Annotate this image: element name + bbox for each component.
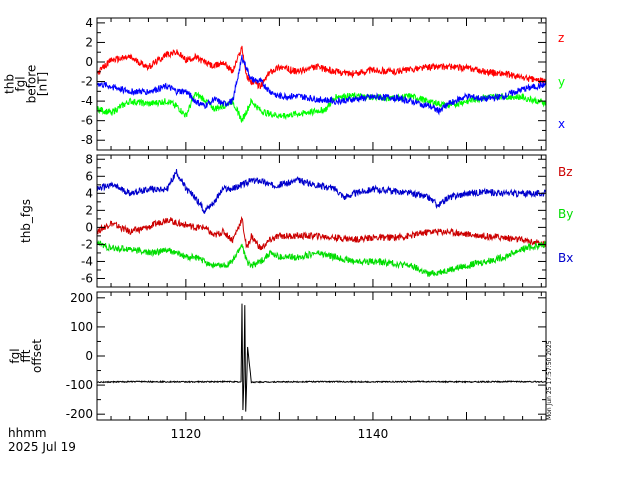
panel-frame bbox=[96, 291, 547, 421]
y-tick-label: 2 bbox=[85, 35, 93, 49]
y-tick-label: -4 bbox=[81, 94, 93, 108]
y-tick-label: 0 bbox=[85, 55, 93, 69]
panel-frame bbox=[96, 154, 547, 288]
y-tick-label: 2 bbox=[85, 203, 93, 217]
y-axis-label: thb_fgs bbox=[19, 199, 33, 243]
y-axis-label: offset bbox=[30, 339, 44, 373]
y-tick-label: -8 bbox=[81, 133, 93, 147]
y-tick-label: -2 bbox=[81, 75, 93, 89]
y-tick-label: -4 bbox=[81, 254, 93, 268]
y-axis-label: fgl bbox=[14, 76, 28, 91]
y-axis-label: fgl bbox=[8, 348, 22, 363]
y-tick-label: 6 bbox=[85, 169, 93, 183]
legend-label-bz: Bz bbox=[558, 165, 573, 179]
panel-frame bbox=[96, 17, 547, 151]
y-axis-label: fft bbox=[19, 349, 33, 362]
y-tick-label: -200 bbox=[66, 407, 93, 421]
series-line-by bbox=[97, 239, 546, 278]
legend-label-x: x bbox=[558, 117, 565, 131]
y-tick-label: 200 bbox=[70, 291, 93, 305]
time-label: hhmm bbox=[8, 426, 47, 440]
series-line-bx bbox=[97, 168, 546, 214]
series-line-bz bbox=[97, 215, 546, 251]
series-line-offset bbox=[97, 303, 546, 412]
y-tick-label: 4 bbox=[85, 16, 93, 30]
date-label: 2025 Jul 19 bbox=[8, 440, 76, 454]
y-tick-label: 100 bbox=[70, 320, 93, 334]
y-tick-label: -6 bbox=[81, 114, 93, 128]
legend-label-bx: Bx bbox=[558, 251, 573, 265]
y-tick-label: -6 bbox=[81, 271, 93, 285]
creation-stamp: Mon Jun 25 17:57:50 2025 bbox=[546, 340, 553, 420]
y-axis-label: [nT] bbox=[36, 72, 50, 96]
series-line-z bbox=[97, 45, 546, 90]
x-tick-label: 1120 bbox=[171, 427, 202, 441]
panel-fgs: -6 -4 -2 0 2 4 6 8 thb_fgs Bz By Bx bbox=[19, 152, 573, 288]
legend-label-z: z bbox=[558, 31, 564, 45]
y-tick-label: -2 bbox=[81, 237, 93, 251]
x-tick-label: 1140 bbox=[358, 427, 389, 441]
y-tick-label: 0 bbox=[85, 349, 93, 363]
series-line-x bbox=[97, 54, 546, 116]
y-tick-label: 0 bbox=[85, 220, 93, 234]
y-tick-label: -100 bbox=[66, 378, 93, 392]
legend-label-y: y bbox=[558, 75, 565, 89]
legend-label-by: By bbox=[558, 207, 573, 221]
y-tick-label: 8 bbox=[85, 152, 93, 166]
y-axis-label: thb bbox=[3, 74, 17, 94]
y-axis-label: before bbox=[25, 65, 39, 104]
y-tick-label: 4 bbox=[85, 186, 93, 200]
series-line-y bbox=[97, 91, 546, 123]
